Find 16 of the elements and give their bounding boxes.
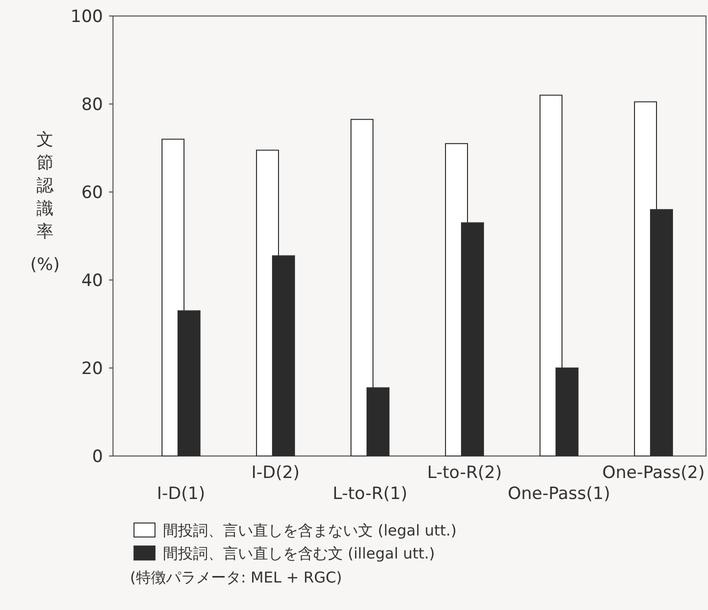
x-tick-label: L-to-R(2) (427, 463, 502, 483)
y-tick-label: 0 (92, 446, 103, 467)
x-tick-label: One-Pass(1) (508, 484, 610, 504)
legend-label: 間投詞、言い直しを含まない文 (legal utt.) (163, 521, 457, 540)
y-tick-label: 40 (81, 270, 103, 291)
y-tick-label: 80 (81, 94, 103, 115)
x-tick-label: One-Pass(2) (602, 463, 705, 483)
x-tick-label: L-to-R(1) (332, 484, 408, 504)
x-tick-label: I-D(2) (251, 463, 300, 483)
y-axis-title: 文節認識率 (%) (30, 130, 60, 275)
x-tick-label: I-D(1) (156, 484, 206, 504)
y-tick-label: 100 (70, 6, 103, 27)
legend-label: 間投詞、言い直しを含む文 (illegal utt.) (163, 544, 435, 562)
text: (特徴パラメータ: MEL + RGC) (130, 568, 342, 586)
y-tick-label: 60 (81, 182, 103, 203)
y-tick-label: 20 (81, 358, 103, 379)
